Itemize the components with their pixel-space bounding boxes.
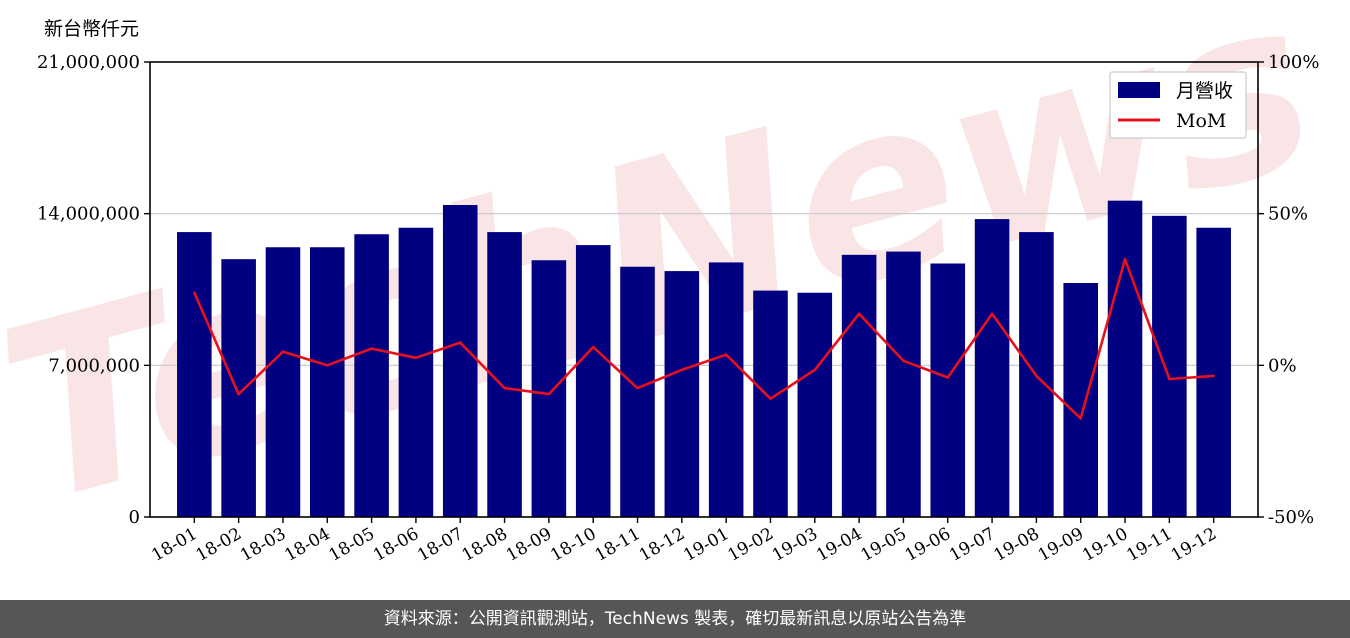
x-tick-label: 19-12: [1168, 524, 1220, 566]
x-tick-label: 19-08: [990, 524, 1042, 566]
source-footer: 資料來源：公開資訊觀測站，TechNews 製表，確切最新訊息以原站公告為準: [0, 600, 1350, 638]
x-tick-label: 19-03: [769, 524, 821, 566]
mom-point-19-04: [857, 312, 861, 315]
mom-point-18-03: [281, 350, 285, 353]
bar-18-10: [575, 245, 611, 518]
mom-point-19-02: [769, 397, 772, 400]
bar-18-02: [221, 259, 256, 517]
mom-point-19-10: [1123, 257, 1127, 261]
x-tick-label: 19-01: [680, 524, 732, 566]
mom-point-18-04: [326, 364, 329, 367]
y-left-tick-label: 21,000,000: [37, 52, 140, 73]
x-tick-label: 18-11: [592, 524, 644, 566]
x-tick-label: 18-08: [459, 524, 511, 566]
mom-point-18-02: [237, 392, 240, 396]
y-right-tick-label: 0%: [1268, 355, 1297, 376]
bar-19-05: [886, 251, 921, 518]
y-left-tick-label: 7,000,000: [48, 355, 140, 376]
mom-point-18-08: [503, 386, 506, 390]
legend-swatch-bar: [1118, 82, 1160, 98]
x-tick-label: 19-04: [813, 524, 865, 566]
bar-18-06: [398, 227, 434, 517]
mom-point-19-07: [990, 312, 994, 315]
bar-18-12: [664, 271, 700, 517]
mom-point-19-06: [946, 376, 949, 379]
bar-18-01: [177, 232, 212, 518]
mom-point-18-10: [592, 345, 595, 349]
bar-19-01: [708, 262, 744, 517]
x-tick-label: 19-10: [1079, 524, 1131, 566]
mom-point-18-05: [370, 347, 373, 350]
y-right-tick-label: 50%: [1268, 204, 1308, 225]
mom-point-19-08: [1035, 374, 1038, 378]
legend: 月營收 MoM: [1109, 71, 1247, 139]
mom-point-19-01: [724, 353, 728, 356]
x-tick-label: 19-09: [1035, 524, 1087, 566]
y-right-tick-label: 100%: [1268, 52, 1319, 73]
bar-19-12: [1196, 227, 1231, 517]
y-left-tick-label: 0: [129, 507, 140, 528]
mom-point-18-06: [414, 356, 418, 359]
bar-19-02: [753, 290, 788, 517]
y-axis-unit-label: 新台幣仟元: [44, 18, 140, 40]
chart: TechNews 07,000,00014,000,00021,000,000-…: [0, 0, 1340, 566]
x-tick-label: 18-02: [193, 524, 245, 566]
x-tick-label: 18-05: [326, 524, 378, 566]
bar-19-07: [974, 219, 1010, 518]
mom-point-19-05: [902, 359, 905, 362]
x-tick-label: 18-09: [503, 524, 555, 566]
x-tick-label: 19-06: [902, 524, 954, 566]
bar-18-05: [354, 234, 389, 517]
mom-point-19-03: [813, 368, 816, 372]
x-tick-label: 19-11: [1123, 524, 1175, 566]
mom-line: [193, 257, 1214, 420]
legend-label-bar: 月營收: [1176, 80, 1233, 102]
mom-point-19-09: [1079, 417, 1082, 420]
bar-19-06: [930, 263, 966, 517]
x-tick-label: 18-04: [281, 524, 333, 566]
x-tick-label: 18-01: [148, 524, 200, 566]
x-tick-label: 18-12: [636, 524, 688, 566]
bar-18-03: [265, 247, 301, 517]
x-tick-label: 18-06: [370, 524, 422, 566]
mom-point-18-12: [680, 368, 684, 372]
bar-19-11: [1152, 215, 1187, 518]
mom-point-18-09: [547, 392, 551, 396]
x-tick-label: 18-10: [547, 524, 599, 566]
bar-18-11: [620, 266, 655, 517]
plot-frame: [149, 61, 1259, 518]
bar-18-04: [309, 247, 345, 517]
bar-18-07: [442, 205, 478, 517]
bar-19-10: [1107, 200, 1143, 517]
mom-point-19-12: [1212, 374, 1215, 378]
mom-point-18-01: [193, 291, 196, 294]
legend-label-line: MoM: [1176, 110, 1226, 132]
y-left-tick-label: 14,000,000: [37, 204, 140, 225]
mom-line-series: [193, 257, 1215, 420]
y-right-tick-label: -50%: [1268, 507, 1314, 528]
mom-point-19-11: [1168, 377, 1171, 381]
mom-point-18-07: [459, 341, 462, 344]
x-tick-label: 19-02: [725, 524, 777, 566]
x-tick-label: 18-07: [414, 524, 466, 566]
bar-series: [177, 200, 1231, 518]
bar-19-03: [797, 292, 833, 517]
bar-18-09: [531, 260, 567, 517]
x-tick-label: 18-03: [237, 524, 289, 566]
x-tick-label: 19-07: [946, 524, 998, 566]
bar-19-09: [1063, 283, 1099, 517]
mom-point-18-11: [636, 386, 639, 390]
bar-19-04: [841, 254, 877, 518]
x-tick-label: 19-05: [857, 524, 909, 566]
